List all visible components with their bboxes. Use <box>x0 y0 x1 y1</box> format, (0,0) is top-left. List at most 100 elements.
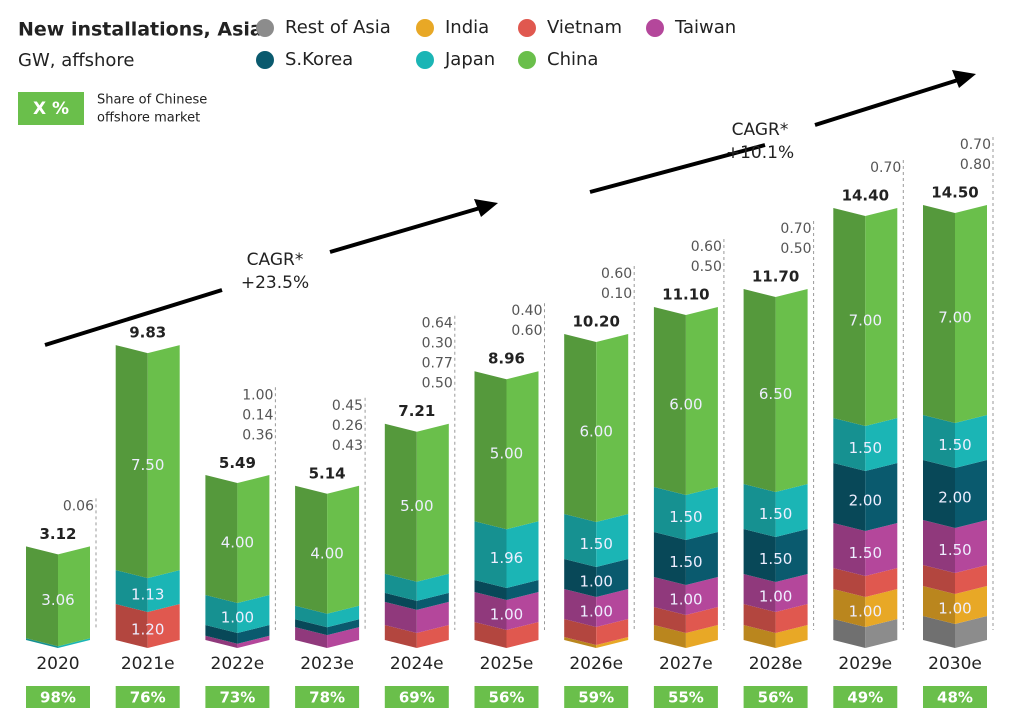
data-label: 7.00 <box>938 309 971 327</box>
data-label: 1.00 <box>579 603 612 621</box>
bar-segment <box>923 415 987 468</box>
segment-left-face <box>653 577 686 615</box>
share-badge <box>743 686 808 708</box>
segment-left-face <box>923 616 955 648</box>
segment-right-face <box>955 586 987 624</box>
bar-segment <box>384 592 449 610</box>
bar-segment <box>923 586 987 624</box>
x-tick-label: 2027e <box>659 654 713 674</box>
segment-right-face <box>775 604 808 633</box>
share-label: 69% <box>399 689 435 707</box>
data-label: 1.00 <box>938 600 971 618</box>
arrow-head <box>474 199 498 217</box>
segment-left-face <box>564 559 597 597</box>
segment-right-face <box>506 371 539 530</box>
legend-swatch <box>416 19 434 37</box>
segment-right-face <box>775 574 808 612</box>
side-label: 0.70 <box>870 160 901 176</box>
data-label: 3.06 <box>41 591 74 609</box>
x-tick-label: 2021e <box>121 654 175 674</box>
segment-left-face <box>743 625 776 648</box>
data-label: 2.00 <box>849 492 882 510</box>
bar-segment <box>653 307 718 495</box>
segment-left-face <box>474 521 507 588</box>
arrow-line <box>329 206 481 254</box>
segment-left-face <box>653 607 686 633</box>
share-label: 55% <box>668 689 704 707</box>
chart-title: New installations, Asia <box>18 19 263 41</box>
data-label: 1.50 <box>759 505 792 523</box>
side-label: 0.06 <box>63 498 94 514</box>
segment-left-face <box>115 570 148 612</box>
x-tick-label: 2026e <box>569 654 623 674</box>
x-tick-label: 2024e <box>390 654 444 674</box>
data-label: 1.96 <box>490 549 523 567</box>
total-label: 3.12 <box>39 525 76 543</box>
data-label: 7.50 <box>131 456 164 474</box>
legend-label: S.Korea <box>285 49 353 70</box>
chart-subtitle: GW, affshore <box>18 50 135 71</box>
bar-segment <box>205 475 270 603</box>
segment-left-face <box>564 619 597 645</box>
share-label: 49% <box>847 689 883 707</box>
data-label: 1.50 <box>669 553 702 571</box>
data-label: 4.00 <box>310 544 343 562</box>
bar-segment <box>474 580 539 600</box>
share-badge <box>115 686 180 708</box>
arrow-line <box>814 78 959 127</box>
x-tick-label: 2023e <box>300 654 354 674</box>
x-tick-label: 2029e <box>838 654 892 674</box>
side-label: 0.70 <box>960 137 991 153</box>
x-tick-label: 2028e <box>749 654 803 674</box>
data-label: 5.00 <box>490 445 523 463</box>
segment-left-face <box>474 371 507 530</box>
segment-right-face <box>955 616 987 648</box>
data-label: 1.50 <box>759 550 792 568</box>
segment-left-face <box>474 622 507 648</box>
share-label: 59% <box>578 689 614 707</box>
share-badge <box>26 686 90 708</box>
bar-segment <box>474 622 539 648</box>
segment-left-face <box>833 568 866 597</box>
legend-label: Taiwan <box>674 17 736 38</box>
share-label: 56% <box>758 689 794 707</box>
segment-right-face <box>865 619 898 648</box>
segment-right-face <box>237 475 270 603</box>
segment-right-face <box>237 625 270 644</box>
legend-swatch <box>518 19 536 37</box>
segment-right-face <box>147 570 180 612</box>
total-label: 14.50 <box>931 184 978 202</box>
segment-left-face <box>743 574 776 612</box>
segment-right-face <box>955 520 987 573</box>
segment-right-face <box>685 607 718 633</box>
segment-left-face <box>205 475 238 603</box>
bar-segment <box>564 334 629 522</box>
data-label: 1.50 <box>938 436 971 454</box>
bar-segment <box>115 604 180 648</box>
segment-right-face <box>685 577 718 615</box>
bar-segment <box>743 604 808 633</box>
segment-left-face <box>653 625 686 648</box>
segment-right-face <box>955 460 987 528</box>
share-badge <box>653 686 718 708</box>
segment-right-face <box>865 418 898 471</box>
bar-segment <box>833 523 898 576</box>
bar-segment <box>295 619 360 636</box>
legend-badge: X % <box>33 99 69 119</box>
data-label: 1.00 <box>579 573 612 591</box>
side-label: 0.40 <box>511 303 542 319</box>
share-label: 98% <box>40 689 76 707</box>
segment-left-face <box>833 589 866 627</box>
bar-segment <box>384 601 449 633</box>
data-label: 1.00 <box>759 588 792 606</box>
segment-right-face <box>416 601 449 633</box>
bar-segment <box>833 568 898 597</box>
bar-segment <box>564 637 629 648</box>
segment-left-face <box>115 604 148 648</box>
segment-left-face <box>923 460 955 528</box>
segment-right-face <box>865 208 898 426</box>
segment-left-face <box>743 604 776 633</box>
bar-segment <box>833 418 898 471</box>
total-label: 5.49 <box>219 454 256 472</box>
